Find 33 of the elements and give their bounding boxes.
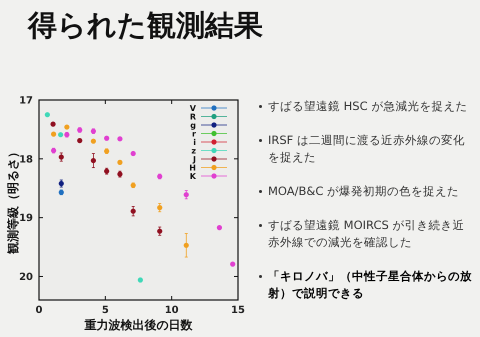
legend-label: z — [191, 146, 196, 156]
legend-label: g — [190, 121, 196, 130]
legend-label: i — [193, 138, 196, 147]
text: すばる望遠鏡 HSC が急減光を捉えた — [268, 98, 468, 115]
point — [184, 242, 189, 248]
y-tick-label: 17 — [19, 96, 34, 106]
text: IRSF は二週間に渡る近赤外線の変化を捉えた — [268, 132, 466, 166]
legend-label: R — [190, 112, 196, 122]
text: 「キロノバ」（中性子星合体からの放射）で説明できる — [268, 268, 473, 302]
point — [216, 225, 222, 230]
x-tick-label: 10 — [164, 305, 179, 316]
legend-label: H — [189, 164, 196, 172]
chart-title: 得られた観測結果 — [27, 8, 263, 42]
x-tick-label: 0 — [36, 305, 43, 316]
point — [50, 122, 56, 127]
point — [117, 136, 123, 142]
legend-label: r — [192, 130, 196, 138]
x-tick-label: 15 — [231, 305, 245, 316]
point — [50, 132, 56, 137]
y-tick-label: 20 — [19, 272, 34, 283]
text: MOA/B&C が爆発初期の色を捉えた — [268, 183, 460, 200]
legend-label: J — [192, 155, 196, 164]
x-axis-title: 重力波検出後の日数 — [84, 318, 194, 332]
point — [117, 160, 123, 165]
y-tick-label: 18 — [19, 154, 34, 166]
y-axis-title: 観測等級（明るさ） — [6, 146, 20, 255]
legend-label: V — [190, 104, 197, 113]
x-tick-label: 5 — [102, 305, 109, 316]
y-tick-label: 19 — [19, 213, 34, 224]
point — [90, 158, 96, 164]
point — [130, 208, 136, 214]
text: すばる望遠鏡 MOIRCS が引き続き近赤外線での減光を確認した — [268, 217, 466, 251]
legend-label: K — [190, 172, 197, 181]
